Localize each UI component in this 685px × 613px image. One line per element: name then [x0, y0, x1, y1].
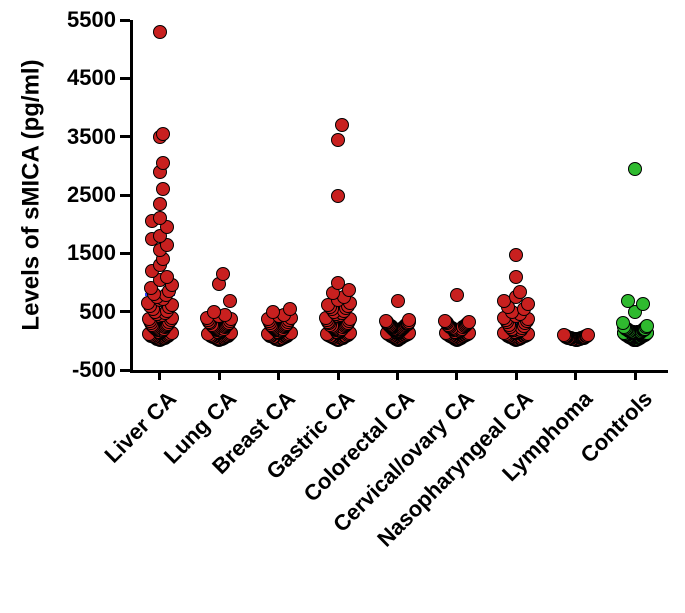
data-point: [335, 118, 349, 132]
data-point: [379, 314, 393, 328]
x-tick: [574, 370, 577, 380]
chart-container: Levels of sMICA (pg/ml) -500 500 1500 2500 3…: [0, 0, 685, 613]
data-point: [438, 314, 452, 328]
data-point: [581, 328, 595, 342]
data-point: [621, 294, 635, 308]
data-point: [521, 297, 535, 311]
data-point: [462, 315, 476, 329]
y-tick: [120, 77, 130, 80]
data-point: [283, 302, 297, 316]
y-tick: [120, 310, 130, 313]
data-point: [156, 156, 170, 170]
data-point: [331, 276, 345, 290]
data-point: [156, 182, 170, 196]
data-point: [513, 285, 527, 299]
data-point: [153, 211, 167, 225]
x-tick: [455, 370, 458, 380]
data-point: [216, 267, 230, 281]
x-tick: [277, 370, 280, 380]
y-tick: [120, 252, 130, 255]
data-point: [153, 25, 167, 39]
x-tick: [515, 370, 518, 380]
data-point: [628, 162, 642, 176]
data-point: [450, 288, 464, 302]
data-point: [207, 305, 221, 319]
data-point: [331, 133, 345, 147]
y-tick-label: -500: [72, 357, 116, 383]
data-point: [640, 319, 654, 333]
x-tick: [337, 370, 340, 380]
data-point: [223, 294, 237, 308]
y-tick-label: 500: [79, 299, 116, 325]
data-point: [156, 127, 170, 141]
y-tick: [120, 369, 130, 372]
x-tick: [218, 370, 221, 380]
data-point: [331, 189, 345, 203]
x-tick: [158, 370, 161, 380]
data-point: [160, 270, 174, 284]
x-tick: [634, 370, 637, 380]
x-tick: [396, 370, 399, 380]
data-point: [636, 297, 650, 311]
data-point: [557, 328, 571, 342]
data-point: [616, 316, 630, 330]
y-tick-label: 5500: [67, 7, 116, 33]
data-point: [266, 305, 280, 319]
y-tick: [120, 19, 130, 22]
data-point: [391, 294, 405, 308]
data-point: [509, 270, 523, 284]
y-tick-label: 1500: [67, 240, 116, 266]
y-axis-label: Levels of sMICA (pg/ml): [18, 59, 46, 330]
y-tick-label: 3500: [67, 124, 116, 150]
y-tick: [120, 194, 130, 197]
data-point: [509, 248, 523, 262]
y-tick-label: 4500: [67, 65, 116, 91]
y-tick: [120, 135, 130, 138]
data-point: [153, 197, 167, 211]
y-tick-label: 2500: [67, 182, 116, 208]
data-point: [402, 313, 416, 327]
